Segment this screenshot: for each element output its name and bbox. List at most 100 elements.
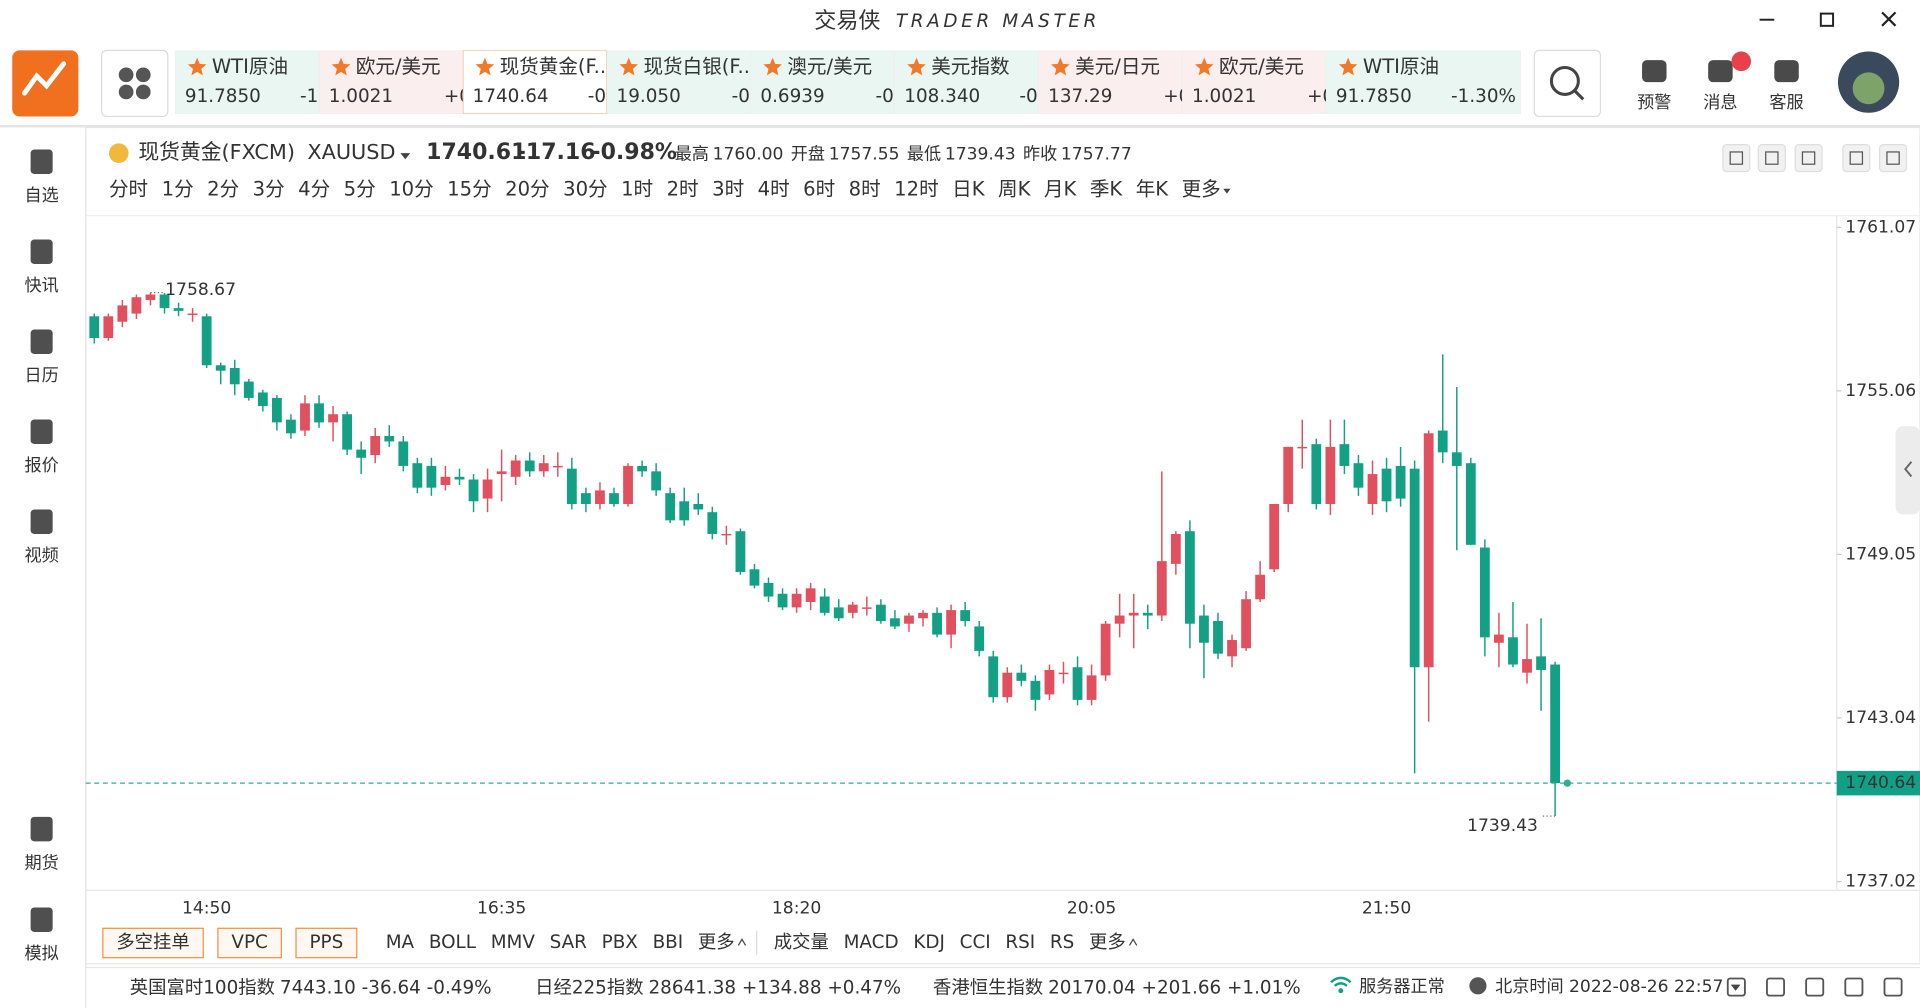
sidebar-icon[interactable] bbox=[30, 509, 53, 534]
indicator-option[interactable]: 成交量 bbox=[774, 932, 829, 953]
indicator-option[interactable]: MA bbox=[386, 932, 415, 953]
period-option[interactable]: 2时 bbox=[667, 177, 699, 200]
period-option[interactable]: 季K bbox=[1090, 177, 1124, 200]
period-option[interactable]: 4时 bbox=[758, 177, 790, 200]
apps-button[interactable] bbox=[101, 49, 169, 118]
period-option[interactable]: 2分 bbox=[207, 177, 239, 200]
sidebar-label[interactable]: 视频 bbox=[25, 546, 59, 566]
sidebar-label[interactable]: 报价 bbox=[25, 456, 59, 476]
action-icon[interactable] bbox=[1774, 60, 1799, 83]
indicator-option[interactable]: 更多 bbox=[698, 932, 735, 953]
period-option[interactable]: 1时 bbox=[621, 177, 653, 200]
instrument-name[interactable]: 现货黄金(FXCM) bbox=[138, 140, 295, 164]
tab-star bbox=[1194, 57, 1214, 76]
watch-tab[interactable]: WTI原油 91.7850 -1.30% bbox=[1326, 50, 1521, 115]
period-option[interactable]: 年K bbox=[1136, 177, 1170, 200]
sidebar-label[interactable]: 快讯 bbox=[25, 276, 59, 296]
watch-tab[interactable]: WTI原油 91.7850 -1. bbox=[175, 50, 324, 115]
order-button[interactable]: VPC bbox=[217, 927, 282, 959]
close-button[interactable] bbox=[1881, 11, 1897, 27]
indicator-option[interactable]: 更多 bbox=[1089, 932, 1126, 953]
period-option[interactable]: 分时 bbox=[109, 177, 148, 200]
watch-tab[interactable]: 美元指数 108.340 -0. bbox=[894, 50, 1043, 115]
period-option[interactable]: 30分 bbox=[563, 177, 608, 200]
action-icon[interactable] bbox=[1708, 60, 1733, 83]
sidebar-label[interactable]: 期货 bbox=[25, 853, 59, 873]
period-option[interactable]: 20分 bbox=[505, 177, 550, 200]
period-option[interactable]: 6时 bbox=[803, 177, 835, 200]
chart-tool-button[interactable] bbox=[1722, 144, 1751, 173]
period-option[interactable]: 3时 bbox=[712, 177, 744, 200]
period-option[interactable]: 月K bbox=[1044, 177, 1078, 200]
candle-body bbox=[819, 596, 830, 613]
watch-tab[interactable]: 现货黄金(F.. 1740.64 -0. bbox=[462, 50, 612, 115]
indicator-option[interactable]: MACD bbox=[844, 932, 899, 953]
x-tick-label: 18:20 bbox=[772, 899, 821, 919]
watch-tab[interactable]: 现货白银(F.. 19.050 -0. bbox=[606, 50, 756, 115]
tab-change: -0. bbox=[732, 86, 756, 107]
index-name[interactable]: 香港恒生指数 bbox=[933, 977, 1043, 998]
period-option[interactable]: 15分 bbox=[447, 177, 492, 200]
watch-tab[interactable]: 澳元/美元 0.6939 -0. bbox=[750, 50, 900, 115]
period-option[interactable]: 8时 bbox=[849, 177, 881, 200]
sidebar-label[interactable]: 日历 bbox=[25, 366, 59, 386]
candle-body bbox=[1522, 659, 1532, 673]
watch-tab[interactable]: 欧元/美元 1.0021 +0. bbox=[1182, 50, 1340, 115]
instrument-symbol[interactable]: XAUUSD bbox=[307, 140, 395, 164]
period-option[interactable]: 日K bbox=[952, 177, 986, 200]
tab-name: 澳元/美元 bbox=[787, 55, 872, 78]
action-label[interactable]: 消息 bbox=[1703, 93, 1737, 113]
footer-tool[interactable] bbox=[1766, 977, 1785, 997]
period-option[interactable]: 更多 bbox=[1182, 177, 1221, 200]
sidebar-icon[interactable] bbox=[30, 419, 53, 444]
indicator-option[interactable]: RSI bbox=[1005, 932, 1035, 953]
indicator-option[interactable]: PBX bbox=[602, 932, 638, 953]
period-option[interactable]: 12时 bbox=[894, 177, 939, 200]
search-button[interactable] bbox=[1533, 49, 1602, 118]
action-label[interactable]: 客服 bbox=[1769, 93, 1803, 113]
sidebar-label[interactable]: 模拟 bbox=[25, 944, 59, 964]
index-name[interactable]: 日经225指数 bbox=[535, 977, 643, 998]
chart-tool-button[interactable] bbox=[1794, 144, 1823, 173]
footer-tool[interactable] bbox=[1883, 977, 1903, 997]
chart-tool-glyph bbox=[1765, 151, 1779, 165]
tab-name: 现货黄金(F.. bbox=[500, 55, 607, 78]
watch-tab[interactable]: 美元/日元 137.29 +0. bbox=[1038, 50, 1196, 115]
watch-tab[interactable]: 欧元/美元 1.0021 +0. bbox=[318, 50, 477, 115]
candle-body bbox=[1044, 669, 1055, 695]
period-option[interactable]: 3分 bbox=[253, 177, 285, 200]
action-label[interactable]: 预警 bbox=[1637, 93, 1671, 113]
chart-tool-button[interactable] bbox=[1878, 144, 1908, 173]
indicator-option[interactable]: CCI bbox=[960, 932, 991, 953]
sidebar-icon[interactable] bbox=[30, 149, 53, 174]
indicator-option[interactable]: RS bbox=[1050, 932, 1074, 953]
period-option[interactable]: 5分 bbox=[344, 177, 376, 200]
restore-button[interactable] bbox=[1819, 12, 1835, 27]
chart-tool-button[interactable] bbox=[1757, 144, 1786, 173]
period-option[interactable]: 1分 bbox=[162, 177, 194, 200]
sidebar-label[interactable]: 自选 bbox=[25, 186, 59, 206]
sidebar-icon[interactable] bbox=[30, 907, 53, 932]
indicator-option[interactable]: BBI bbox=[653, 932, 684, 953]
indicator-option[interactable]: MMV bbox=[491, 932, 536, 953]
footer-tool[interactable] bbox=[1805, 977, 1825, 997]
collapse-tab[interactable] bbox=[1895, 426, 1920, 515]
indicator-option[interactable]: SAR bbox=[550, 932, 588, 953]
tab-change: -1.30% bbox=[1451, 86, 1516, 107]
period-option[interactable]: 周K bbox=[998, 177, 1032, 200]
footer-tool[interactable] bbox=[1726, 977, 1746, 997]
index-name[interactable]: 英国富时100指数 bbox=[130, 977, 275, 998]
footer-tool[interactable] bbox=[1844, 977, 1864, 997]
action-icon[interactable] bbox=[1642, 60, 1667, 83]
order-button[interactable]: PPS bbox=[295, 927, 358, 959]
period-option[interactable]: 10分 bbox=[389, 177, 434, 200]
indicator-option[interactable]: KDJ bbox=[913, 932, 945, 953]
sidebar-icon[interactable] bbox=[30, 816, 53, 842]
sidebar-icon[interactable] bbox=[30, 329, 53, 354]
period-option[interactable]: 4分 bbox=[298, 177, 330, 200]
chart-tool-button[interactable] bbox=[1842, 144, 1871, 173]
indicator-option[interactable]: BOLL bbox=[429, 932, 477, 953]
order-button[interactable]: 多空挂单 bbox=[102, 927, 204, 959]
sidebar-icon[interactable] bbox=[30, 239, 53, 264]
server-time[interactable]: 北京时间 2022-08-26 22:57 bbox=[1495, 977, 1723, 997]
